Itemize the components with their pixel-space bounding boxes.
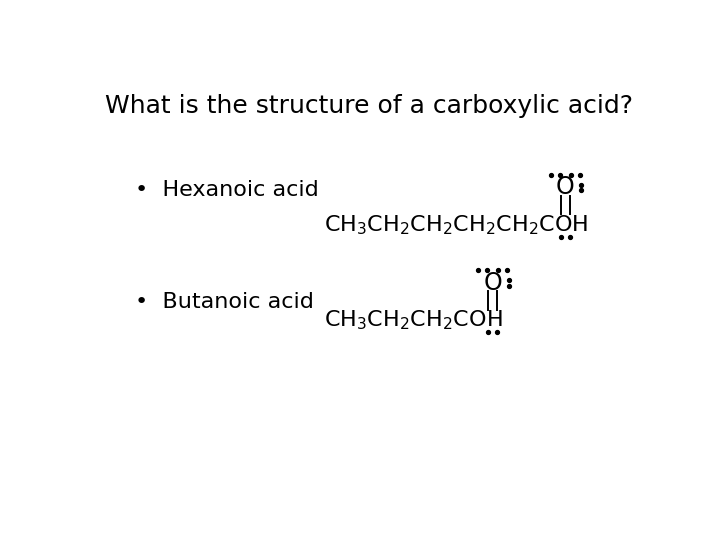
Text: CH$_3$CH$_2$CH$_2$COH: CH$_3$CH$_2$CH$_2$COH [324,309,503,332]
Text: •  Hexanoic acid: • Hexanoic acid [135,179,318,200]
Text: O: O [556,176,575,199]
Text: CH$_3$CH$_2$CH$_2$CH$_2$CH$_2$COH: CH$_3$CH$_2$CH$_2$CH$_2$CH$_2$COH [324,213,589,237]
Text: What is the structure of a carboxylic acid?: What is the structure of a carboxylic ac… [105,94,633,118]
Text: •  Butanoic acid: • Butanoic acid [135,292,313,312]
Text: O: O [484,271,503,295]
